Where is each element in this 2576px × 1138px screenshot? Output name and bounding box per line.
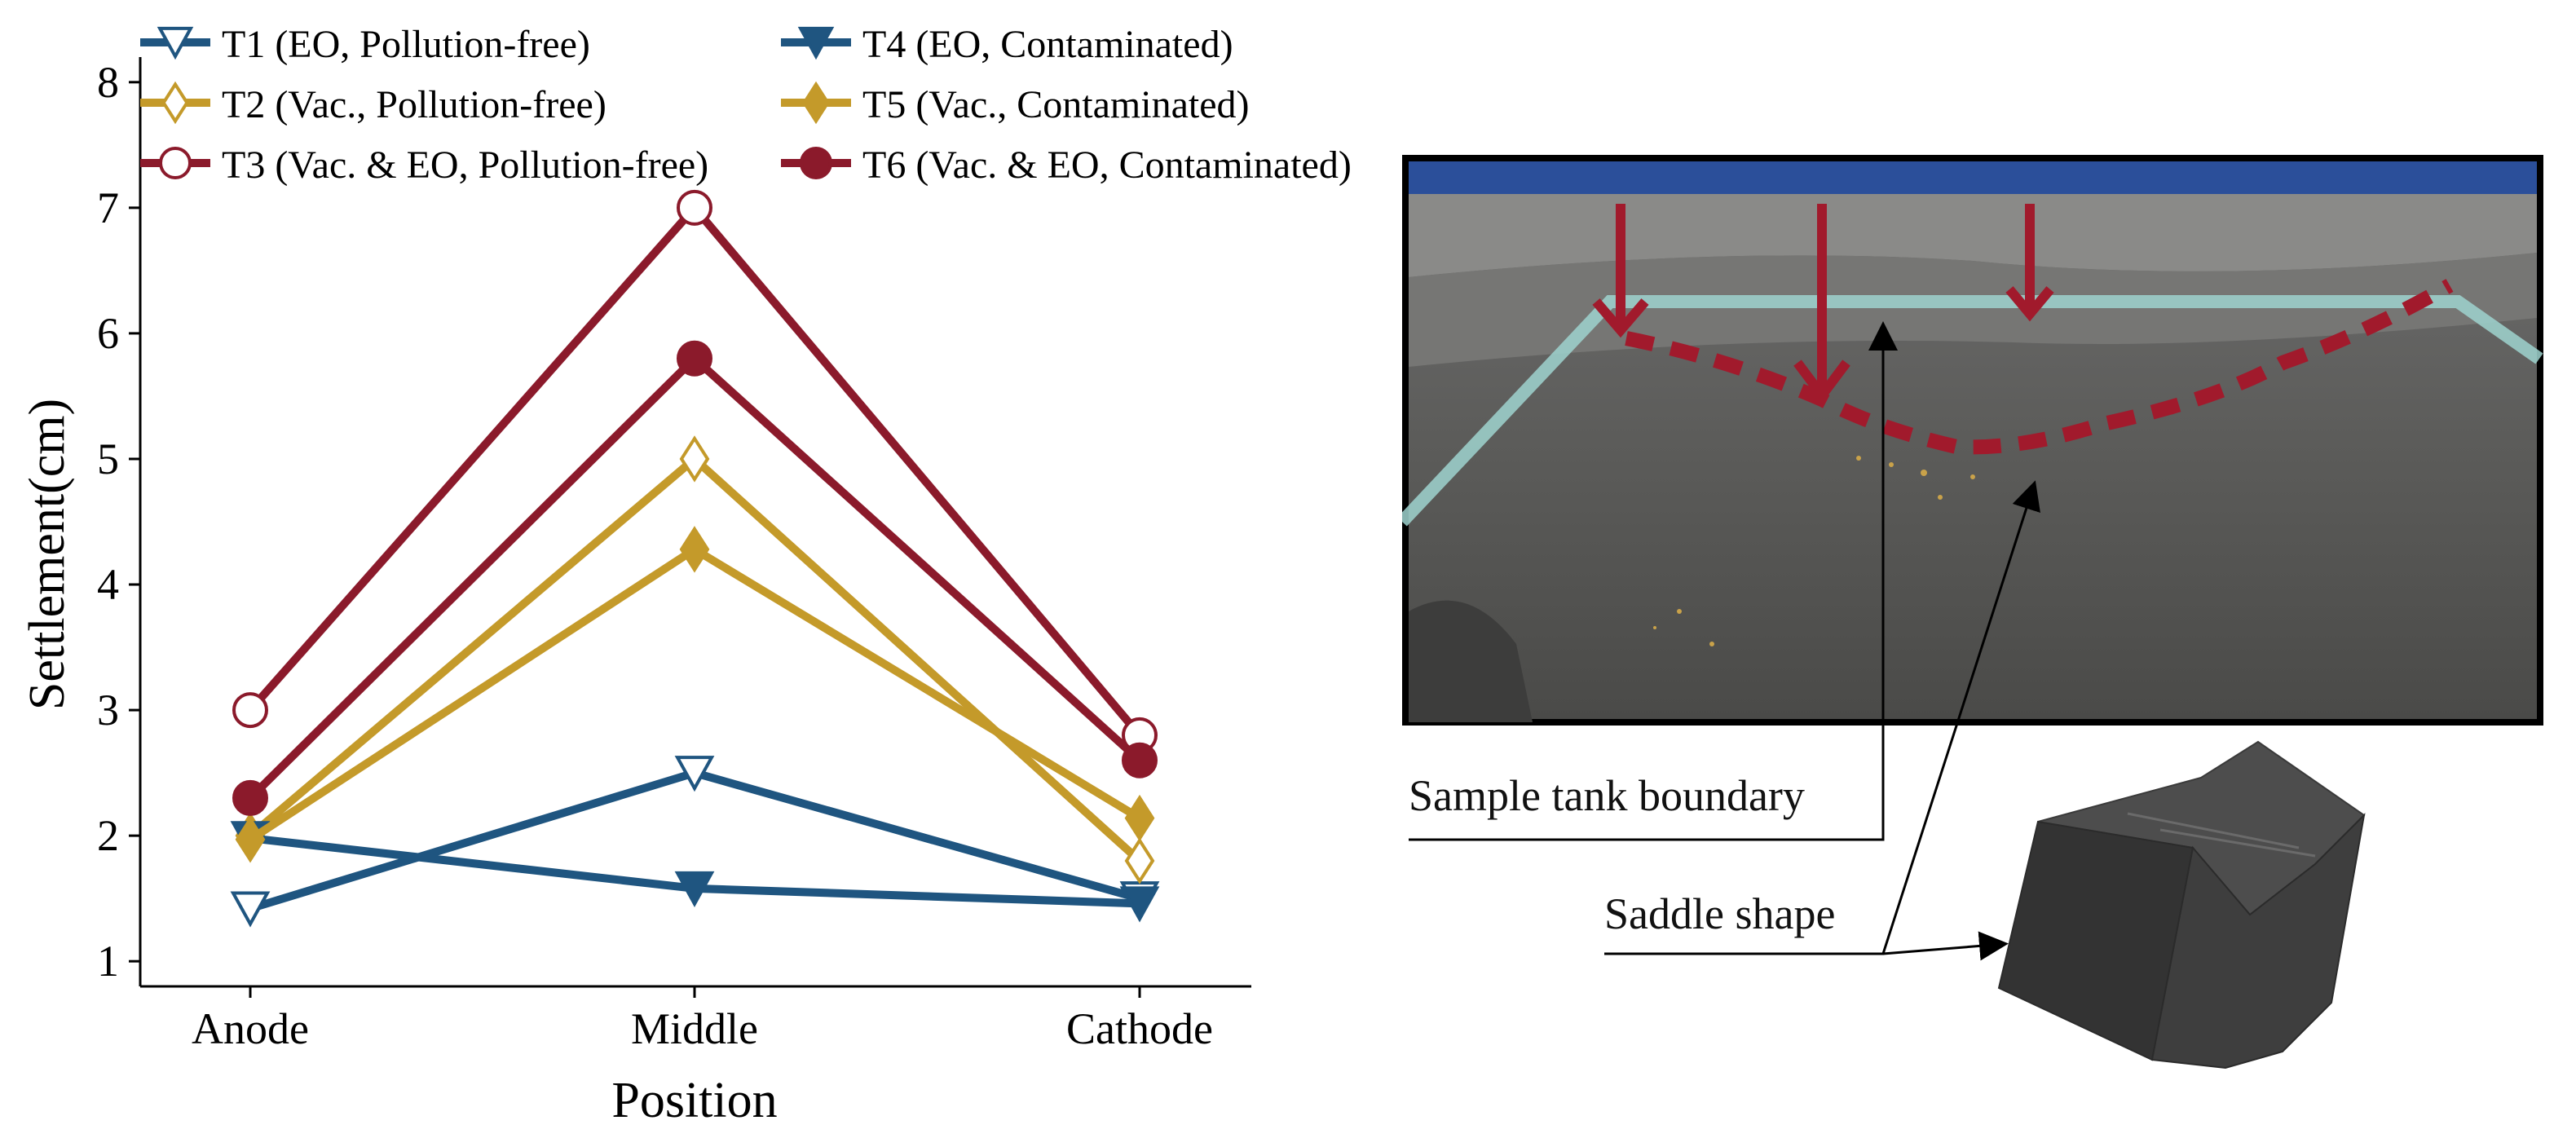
data-point <box>232 692 268 729</box>
y-tick-label: 4 <box>97 560 119 609</box>
legend-entry: T4 (EO, Contaminated) <box>781 23 1233 66</box>
data-point <box>674 871 715 907</box>
data-point <box>235 816 266 863</box>
data-point <box>679 526 710 573</box>
settlement-chart: 1 2 3 4 5 6 7 8 Anode Middle Cathode Position Settle… <box>20 23 1352 1128</box>
series-2 <box>235 435 1155 884</box>
data-point <box>230 891 271 928</box>
legend-entry: T3 (Vac. & EO, Pollution-free) <box>140 143 708 187</box>
data-point <box>674 756 715 792</box>
legend-label: T2 (Vac., Pollution-free) <box>222 83 607 126</box>
legend-marker <box>802 81 830 125</box>
photo-crust <box>1409 194 2537 277</box>
legend-marker <box>797 26 835 60</box>
data-point <box>1119 886 1160 923</box>
x-tick-label: Anode <box>192 1004 309 1053</box>
data-point <box>677 340 712 377</box>
saddle-block-3d <box>1997 740 2366 1070</box>
chart-series <box>230 189 1160 928</box>
legend-marker <box>157 26 194 60</box>
data-point <box>679 435 710 483</box>
y-tick-label: 8 <box>97 58 119 107</box>
y-tick-label: 3 <box>97 686 119 734</box>
legend-entry: T1 (EO, Pollution-free) <box>140 23 590 66</box>
saddle-block-leader <box>1882 931 2009 961</box>
y-tick-label: 5 <box>97 434 119 483</box>
legend-marker <box>161 81 189 125</box>
legend-entry: T6 (Vac. & EO, Contaminated) <box>781 143 1352 187</box>
chart-legend: T1 (EO, Pollution-free) T2 (Vac., Polluti… <box>140 23 1352 187</box>
legend-entry: T5 (Vac., Contaminated) <box>781 81 1250 126</box>
tank-photo <box>1402 155 2543 726</box>
legend-marker <box>800 147 832 179</box>
saddle-shape-label: Saddle shape <box>1604 889 1836 938</box>
block-front-face <box>2150 813 2366 1070</box>
data-point <box>677 189 712 226</box>
data-point <box>1124 794 1155 842</box>
chart-axes: 1 2 3 4 5 6 7 8 Anode Middle Cathode Position Settle… <box>20 57 1251 1128</box>
y-axis-label: Settlement(cm) <box>20 399 75 710</box>
legend-label: T3 (Vac. & EO, Pollution-free) <box>222 143 708 187</box>
data-point <box>1122 742 1158 779</box>
series-line <box>247 454 1143 864</box>
data-point <box>232 779 268 816</box>
series-3 <box>232 189 1158 753</box>
legend-label: T4 (EO, Contaminated) <box>862 23 1233 66</box>
y-tick-label: 6 <box>97 309 119 358</box>
series-6 <box>232 340 1158 816</box>
legend-entry: T2 (Vac., Pollution-free) <box>140 81 607 126</box>
y-tick-label: 2 <box>97 811 119 860</box>
saddle-curve <box>1625 279 2454 455</box>
legend-label: T6 (Vac. & EO, Contaminated) <box>862 143 1352 187</box>
series-5 <box>235 526 1155 863</box>
x-tick-label: Cathode <box>1066 1004 1213 1053</box>
x-axis-label: Position <box>611 1073 777 1128</box>
photo-blue-sheet <box>1409 161 2537 194</box>
legend-label: T5 (Vac., Contaminated) <box>862 83 1250 126</box>
sample-tank-boundary-label: Sample tank boundary <box>1409 771 1805 820</box>
legend-marker <box>159 147 192 179</box>
y-tick-label: 1 <box>97 937 119 986</box>
y-tick-label: 7 <box>97 183 119 232</box>
x-tick-label: Middle <box>631 1004 758 1053</box>
legend-label: T1 (EO, Pollution-free) <box>222 23 590 66</box>
data-point <box>1124 837 1155 884</box>
series-line <box>248 545 1142 843</box>
